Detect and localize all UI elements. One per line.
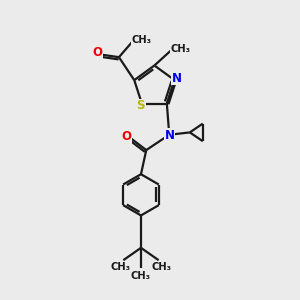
Text: N: N	[164, 129, 175, 142]
Text: CH₃: CH₃	[110, 262, 130, 272]
Text: CH₃: CH₃	[131, 271, 151, 281]
Text: O: O	[121, 130, 131, 143]
Text: CH₃: CH₃	[132, 35, 152, 45]
Text: CH₃: CH₃	[152, 262, 172, 272]
Text: N: N	[172, 72, 182, 85]
Text: S: S	[136, 99, 145, 112]
Text: CH₃: CH₃	[170, 44, 190, 54]
Text: O: O	[92, 46, 102, 59]
